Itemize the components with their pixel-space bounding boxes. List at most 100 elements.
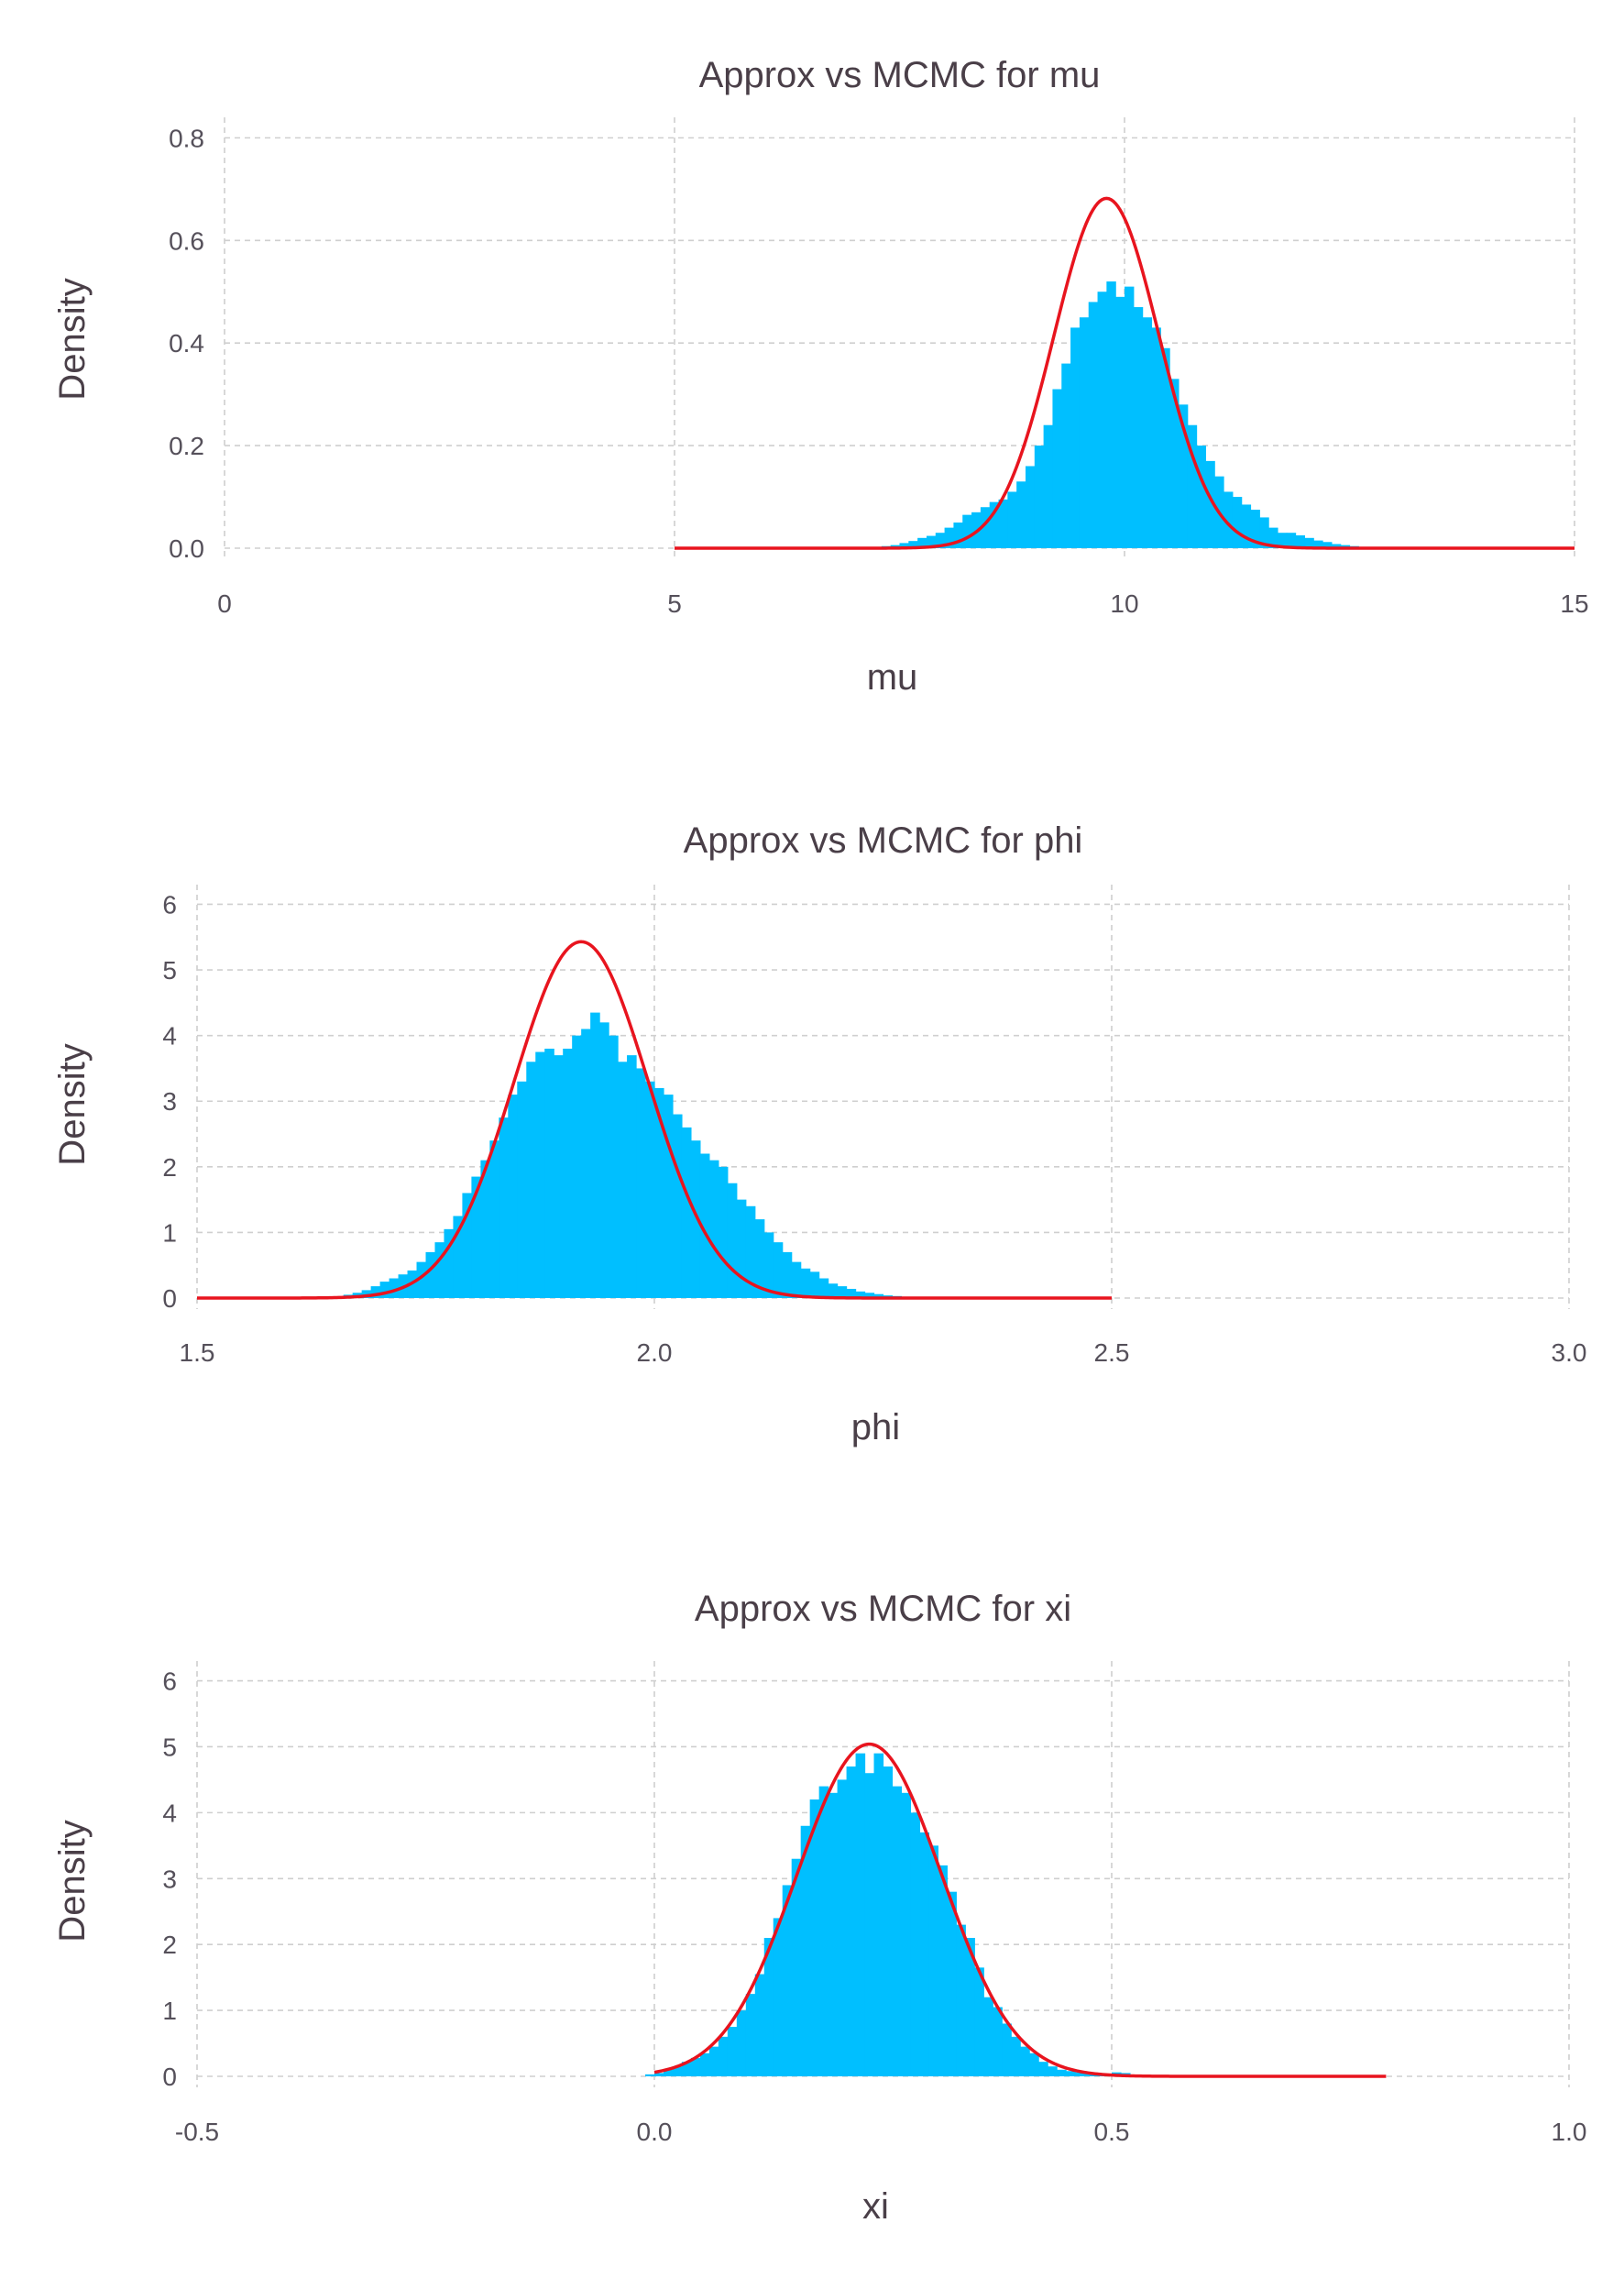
histogram-bar [416, 1261, 427, 1298]
histogram-bar [993, 2007, 1003, 2076]
histogram-bar [883, 1766, 894, 2076]
histogram-bar [370, 1286, 381, 1298]
histogram-bar [1115, 296, 1125, 548]
histogram-bar [1169, 379, 1180, 548]
chart-panel-xi: 0 1 2 3 4 5 6 -0.5 0.0 0.5 1.0 Approx vs MCMC for x… [52, 1589, 1586, 2227]
histogram-bar [471, 1176, 481, 1298]
y-tick-label: 5 [162, 1733, 177, 1761]
x-tick-label: 0.5 [1094, 2118, 1130, 2146]
histogram-bar [618, 1062, 628, 1298]
histogram-bar [782, 1885, 793, 2076]
histogram-bar [1029, 2052, 1039, 2076]
histogram-bar [581, 1029, 591, 1298]
histogram-bar [773, 1918, 784, 2076]
histogram-bar [919, 1832, 929, 2076]
histogram-bar [1133, 307, 1144, 548]
y-tick-label: 0 [162, 1284, 177, 1313]
histogram-bar [800, 1268, 811, 1298]
histogram-bar [828, 1792, 839, 2076]
histogram-bar [938, 1865, 948, 2076]
histogram-bar [1160, 347, 1170, 548]
y-axis-label: Density [52, 1043, 93, 1165]
y-axis-label: Density [52, 1820, 93, 1942]
histogram-bar [1151, 327, 1161, 548]
histogram-bar [1241, 504, 1252, 548]
histogram-bar [901, 1792, 912, 2076]
histogram-bar [663, 1095, 674, 1298]
histogram-bar [1142, 317, 1153, 548]
histogram-bar [480, 1160, 490, 1298]
histogram-bar [953, 523, 963, 548]
approx-curve [197, 940, 1112, 1300]
histogram-bar [1125, 286, 1135, 548]
histogram-bar [1007, 491, 1017, 548]
histogram-bar [782, 1251, 793, 1298]
histogram-bar [1052, 389, 1062, 548]
histogram-bar [1331, 544, 1342, 548]
histogram-bar [935, 533, 946, 548]
histogram-bar [947, 1891, 957, 2076]
x-tick-label: 5 [667, 589, 682, 618]
approx-curve [675, 196, 1575, 550]
histogram-bar [1286, 533, 1297, 548]
histogram-bar [1034, 446, 1045, 548]
histogram-bar [928, 1845, 938, 2076]
histogram-bar [791, 1858, 802, 2076]
x-axis-label: mu [867, 657, 918, 698]
histogram-bar [727, 2027, 738, 2076]
histogram-bar [1232, 497, 1243, 548]
histogram-bar [1079, 317, 1090, 548]
histogram-bar [873, 1753, 884, 2076]
histogram-bar [1048, 2066, 1058, 2076]
y-tick-label: 0.0 [169, 534, 204, 563]
histogram-bar [590, 1012, 600, 1298]
histogram-bar [535, 1051, 545, 1298]
histogram-bar [708, 2046, 719, 2076]
histogram-bar [718, 2036, 729, 2076]
histogram-bar [690, 2057, 701, 2076]
approx-curve [653, 1742, 1387, 2078]
x-tick-label: 10 [1110, 589, 1138, 618]
histogram-bar [917, 537, 927, 548]
histogram-bar [663, 2069, 674, 2076]
histogram-bar [974, 1967, 984, 2076]
histogram-bar [809, 1799, 820, 2076]
histogram-bar [434, 1242, 445, 1298]
y-tick-label: 4 [162, 1799, 177, 1827]
x-tick-label: 2.5 [1094, 1338, 1130, 1367]
histogram-bar [837, 1286, 848, 1298]
histogram-bar [1066, 2071, 1076, 2076]
histogram-bar [736, 1199, 747, 1298]
x-tick-label: 3.0 [1552, 1338, 1587, 1367]
histogram-bar [1205, 460, 1215, 548]
histogram-bar [1016, 481, 1026, 548]
chart-title: Approx vs MCMC for phi [684, 820, 1083, 861]
histogram-bar [983, 1997, 993, 2076]
histogram-bar [389, 1278, 400, 1298]
histogram-bar [1088, 302, 1099, 548]
histogram-bar [1057, 2069, 1067, 2076]
histogram-bar [654, 1087, 664, 1298]
histogram-bar [773, 1242, 784, 1298]
histogram-bar [681, 2062, 692, 2076]
histogram-bar [956, 1924, 966, 2076]
histogram-bar [627, 1055, 637, 1298]
histogram-bar [361, 1290, 372, 1298]
histogram-bar [508, 1095, 518, 1298]
x-tick-label: 0.0 [637, 2118, 673, 2146]
histogram-bar [1304, 537, 1314, 548]
histogram-bar [517, 1081, 527, 1298]
histogram-bar [754, 1974, 765, 2076]
histogram-bar [1187, 424, 1198, 548]
histogram-bar [818, 1786, 829, 2076]
histogram-bar [708, 1160, 719, 1298]
histogram-bar [1277, 533, 1288, 548]
histogram-bar [699, 1153, 710, 1298]
histogram-bar [672, 2066, 683, 2076]
histogram-bar [846, 1288, 857, 1298]
histogram-bar [899, 543, 909, 548]
x-tick-label: 1.0 [1552, 2118, 1587, 2146]
histogram-bar [1075, 2072, 1085, 2076]
histogram-bar [1106, 281, 1116, 548]
